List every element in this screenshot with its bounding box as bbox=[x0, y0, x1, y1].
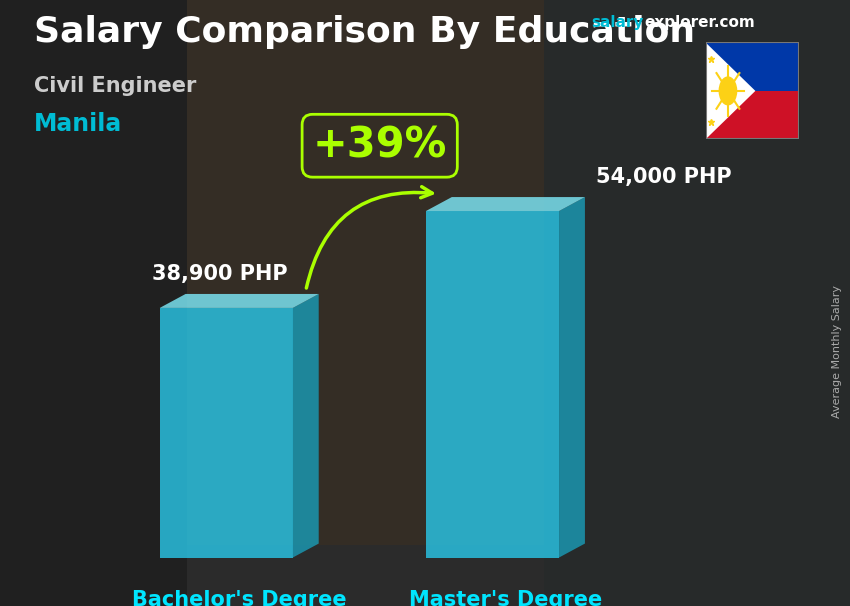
Polygon shape bbox=[706, 42, 799, 91]
Polygon shape bbox=[426, 211, 559, 558]
Polygon shape bbox=[426, 197, 585, 211]
Text: +39%: +39% bbox=[313, 125, 447, 167]
Text: Civil Engineer: Civil Engineer bbox=[34, 76, 196, 96]
Text: Salary Comparison By Education: Salary Comparison By Education bbox=[34, 15, 695, 49]
Text: explorer.com: explorer.com bbox=[644, 15, 755, 30]
Text: Manila: Manila bbox=[34, 112, 122, 136]
Polygon shape bbox=[160, 294, 319, 308]
Polygon shape bbox=[706, 42, 756, 139]
Polygon shape bbox=[292, 294, 319, 558]
Polygon shape bbox=[559, 197, 585, 558]
Text: salary: salary bbox=[591, 15, 643, 30]
Text: Average Monthly Salary: Average Monthly Salary bbox=[832, 285, 842, 418]
Polygon shape bbox=[706, 42, 799, 139]
Bar bbox=[544, 0, 850, 606]
Text: Master's Degree: Master's Degree bbox=[409, 590, 602, 606]
Circle shape bbox=[718, 76, 737, 105]
Bar bbox=[187, 0, 544, 545]
Text: 54,000 PHP: 54,000 PHP bbox=[596, 167, 732, 187]
Bar bbox=[0, 0, 187, 606]
Polygon shape bbox=[160, 308, 292, 558]
Text: 38,900 PHP: 38,900 PHP bbox=[152, 264, 288, 284]
Text: Bachelor's Degree: Bachelor's Degree bbox=[132, 590, 347, 606]
Polygon shape bbox=[706, 91, 799, 139]
